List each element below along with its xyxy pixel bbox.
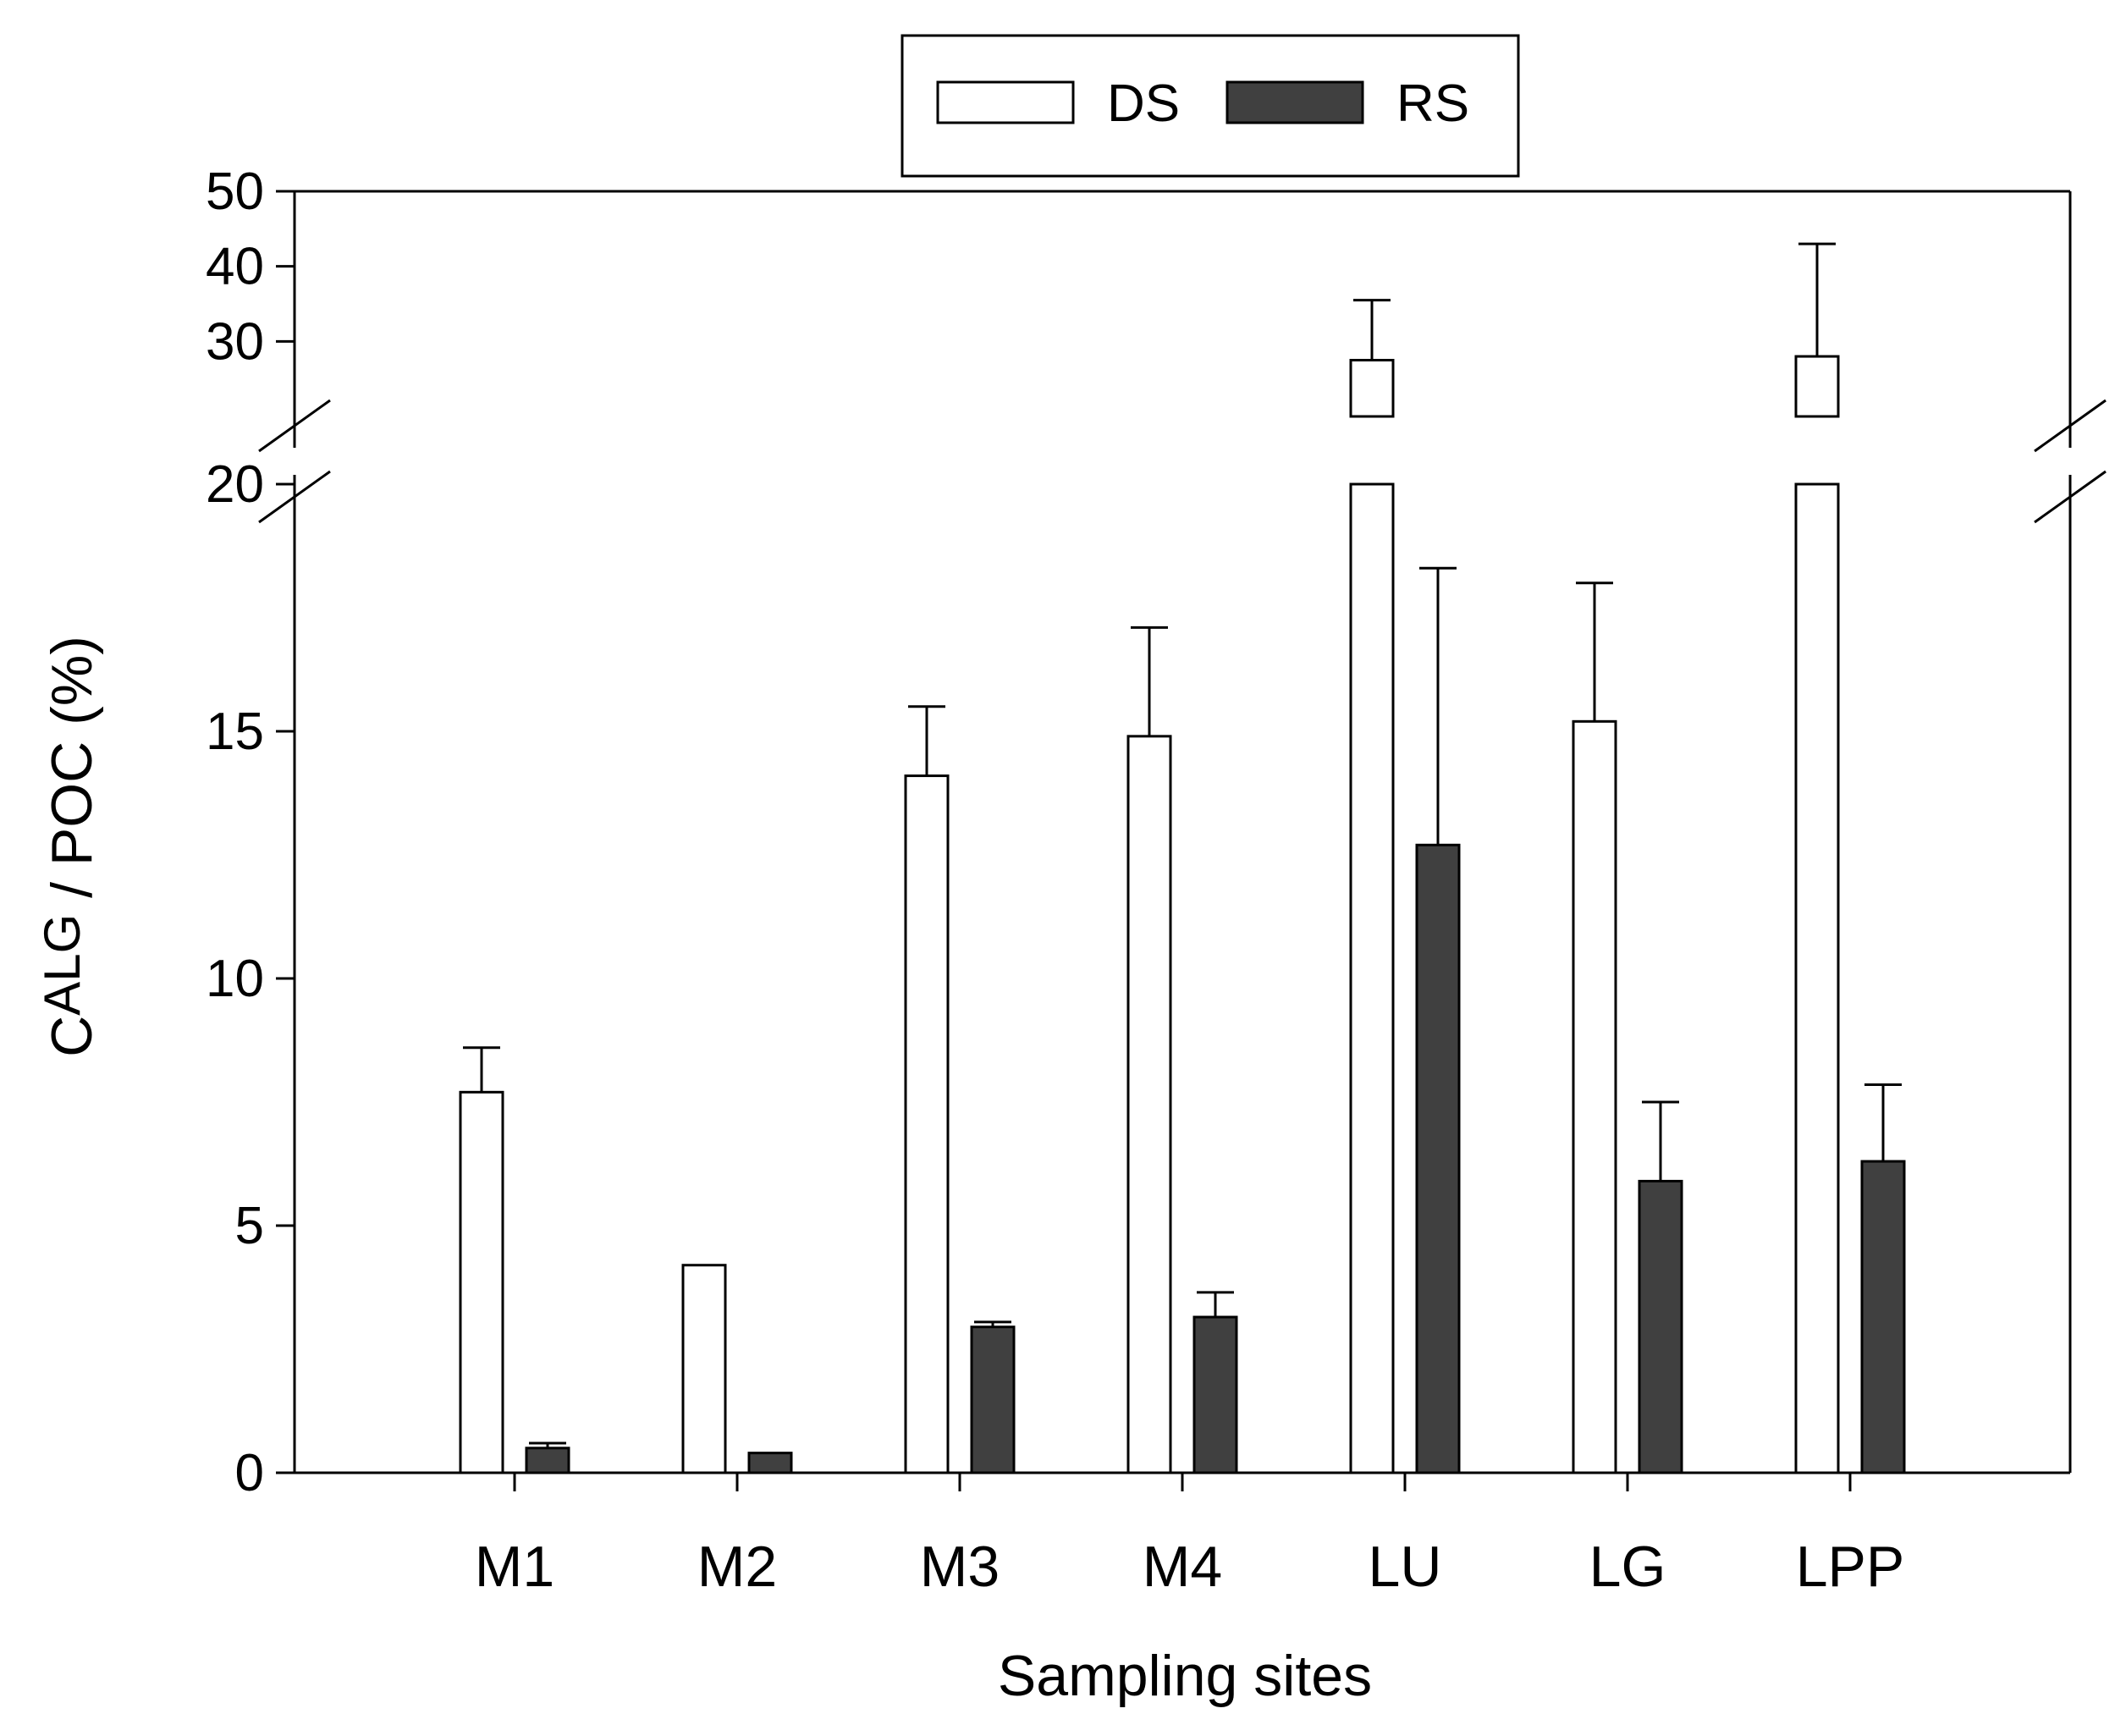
x-tick-label: M3 [920,1535,1000,1599]
bar-ds-LU-upper [1349,359,1395,418]
bar-rs-LU [1415,843,1461,1474]
x-tick-label: LPP [1796,1535,1905,1599]
bar-rs-LG [1638,1179,1683,1474]
plot-frame [258,190,2107,1474]
y-axis: 0 5 10 15 20 30 40 50 [206,163,295,1502]
y-tick-label: 20 [206,455,264,514]
bar-ds-M4 [1126,735,1172,1474]
y-axis-title-rest: / POC (%) [40,636,104,914]
x-axis-title: Sampling sites [998,1644,1372,1708]
bar-rs-LPP [1860,1160,1906,1474]
legend-label-ds: DS [1107,74,1180,133]
x-axis: M1 M2 M3 M4 LU LG LPP [475,1473,1905,1599]
axis-break-mark-right-1 [2034,399,2107,453]
axis-break-mark-right-2 [2034,470,2107,524]
y-tick-label: 40 [206,238,264,296]
bars [459,242,1906,1474]
axis-break-mark-left-1 [258,399,331,453]
bar-ds-M1 [459,1090,504,1474]
bar-rs-M3 [970,1325,1016,1474]
bar-rs-M2 [747,1452,793,1474]
y-tick-label: 0 [235,1444,264,1502]
x-tick-label: M2 [697,1535,777,1599]
axis-break-mark-left-2 [258,470,331,524]
legend-swatch-rs [1225,80,1364,124]
legend-label-rs: RS [1396,74,1469,133]
x-tick-label: M1 [475,1535,554,1599]
legend-swatch-ds [936,80,1075,124]
bar-ds-LG [1572,719,1617,1474]
y-axis-title-main: C [40,1016,104,1057]
x-tick-label: LU [1369,1535,1442,1599]
y-tick-label: 10 [206,950,264,1008]
bar-ds-LPP-upper [1794,355,1840,418]
bar-rs-M1 [525,1447,570,1474]
x-tick-label: LG [1589,1535,1666,1599]
bar-rs-M4 [1192,1315,1238,1474]
y-tick-label: 30 [206,312,264,371]
x-tick-label: M4 [1143,1535,1222,1599]
y-axis-title-subscript: ALG [34,914,91,1016]
y-tick-label: 15 [206,703,264,761]
y-axis-title: CALG / POC (%) [34,636,104,1057]
bar-ds-LU-lower [1349,482,1395,1474]
y-tick-label: 50 [206,163,264,221]
bar-ds-LPP-lower [1794,482,1840,1474]
legend: DS RS [901,34,1520,178]
bar-ds-M3 [904,774,950,1474]
bar-ds-M2 [681,1264,727,1474]
y-tick-label: 5 [235,1197,264,1255]
